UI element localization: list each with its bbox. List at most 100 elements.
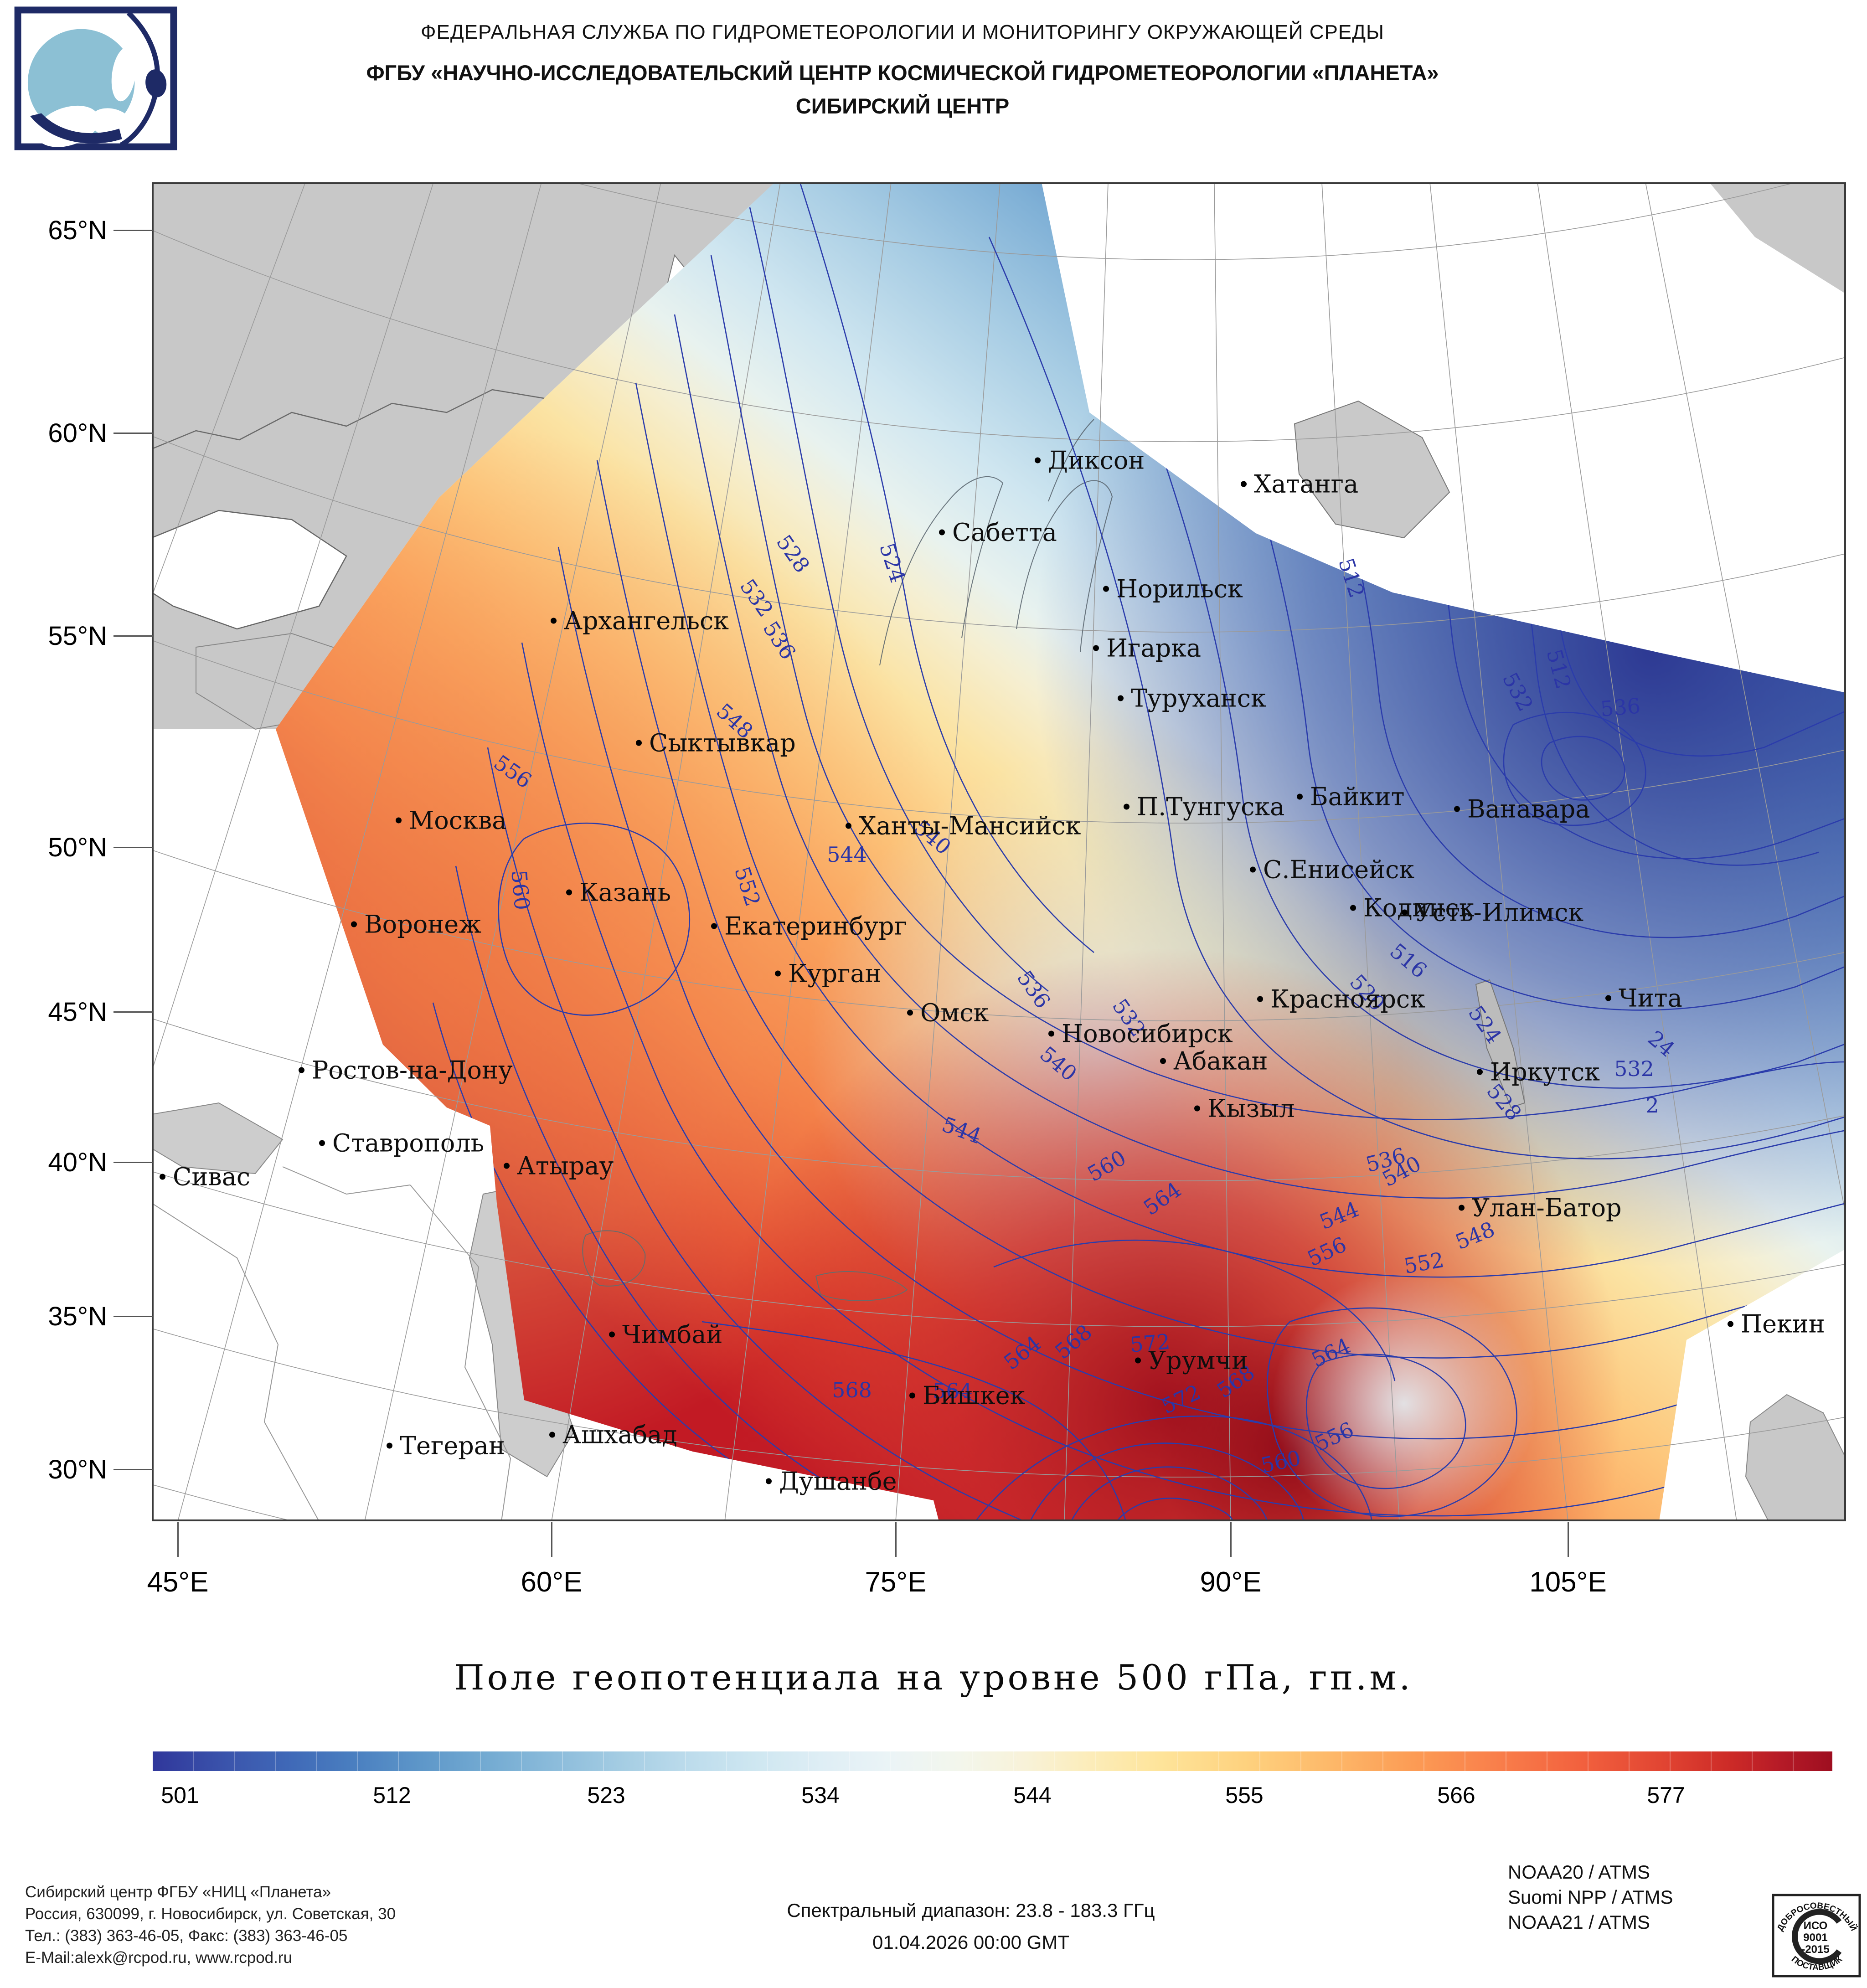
satellite-line: NOAA21 / ATMS [1508, 1911, 1650, 1933]
timestamp: 01.04.2026 00:00 GMT [872, 1931, 1069, 1953]
city-name: Курган [788, 959, 882, 988]
city-name: П.Тунгуска [1137, 792, 1285, 821]
city-name: Норильск [1116, 574, 1243, 603]
city-marker: Иркутск [1477, 1058, 1600, 1087]
longitude-tick-mark [551, 1522, 552, 1557]
country-borders [152, 1166, 511, 1521]
longitude-tick-mark [1230, 1522, 1232, 1557]
city-marker: Кодинск [1350, 894, 1475, 922]
city-name: Диксон [1048, 446, 1145, 475]
city-name: Иркутск [1490, 1057, 1600, 1087]
latitude-tick-mark [113, 432, 153, 434]
longitude-tick: 90°E [1176, 1522, 1285, 1598]
contact-block: Сибирский центр ФГБУ «НИЦ «Планета» Росси… [25, 1881, 396, 1969]
lakes [582, 979, 1526, 1301]
city-name: Архангельск [564, 606, 729, 635]
city-dot-icon [1477, 1069, 1483, 1075]
city-dot-icon [1402, 909, 1408, 916]
satellite-block: NOAA20 / ATMS Suomi NPP / ATMS NOAA21 / AT… [1508, 1859, 1673, 1935]
aral-sea [582, 1230, 646, 1287]
logo-satellite [145, 69, 167, 98]
latitude-tick-mark [113, 1468, 153, 1470]
longitude-label: 60°E [521, 1566, 583, 1598]
bohai-sea [1745, 1394, 1846, 1521]
city-marker: Игарка [1093, 634, 1201, 663]
latitude-tick-mark [113, 846, 153, 848]
city-markers: Диксон Хатанга Сабетта Норильск Игарка Т… [152, 182, 1846, 1521]
city-name: Новосибирск [1062, 1019, 1233, 1048]
city-dot-icon [387, 1442, 392, 1449]
longitude-label: 75°E [865, 1566, 927, 1598]
longitude-tick: 75°E [841, 1522, 950, 1598]
black-sea [152, 1102, 284, 1174]
city-dot-icon [351, 921, 357, 927]
colorbar-value: 534 [801, 1782, 840, 1808]
logo-swoosh [30, 113, 122, 144]
city-marker: Душанбе [766, 1467, 897, 1496]
contour-labels: 512 512 516 520 524 524 528 528 532 532 532 532 536 5… [152, 182, 1846, 1521]
city-dot-icon [1241, 481, 1247, 487]
latitude-tick-mark [113, 635, 153, 637]
city-name: Сабетта [952, 518, 1057, 547]
city-name: Чита [1619, 984, 1682, 1013]
city-name: Пекин [1741, 1309, 1825, 1339]
latitude-tick: 30°N [14, 1453, 153, 1486]
city-dot-icon [1454, 806, 1460, 812]
city-marker: Хатанга [1241, 470, 1358, 499]
city-marker: Абакан [1160, 1047, 1268, 1076]
colorbar-value: 577 [1647, 1782, 1685, 1808]
stamp-iso: ИСО [1804, 1920, 1828, 1932]
city-marker: Ашхабад [549, 1421, 677, 1449]
city-dot-icon [1459, 1205, 1465, 1211]
iso-stamp: ДОБРОСОВЕСТНЫЙ ИСО 9001 -2015 ПОСТАВЩИК [1772, 1894, 1861, 1978]
city-marker: Диксон [1035, 446, 1145, 475]
header-line1: ФЕДЕРАЛЬНАЯ СЛУЖБА ПО ГИДРОМЕТЕОРОЛОГИИ … [421, 21, 1384, 43]
city-name: Казань [579, 878, 671, 907]
city-name: Ханты-Мансийск [859, 811, 1081, 840]
city-marker: Ванавара [1454, 795, 1590, 824]
city-marker: Байкит [1297, 783, 1404, 811]
latitude-tick: 60°N [14, 417, 153, 449]
city-dot-icon [566, 889, 572, 896]
city-name: Урумчи [1148, 1346, 1248, 1375]
city-marker: Новосибирск [1048, 1020, 1233, 1048]
city-dot-icon [551, 618, 557, 624]
city-marker: Пекин [1728, 1310, 1825, 1339]
longitude-tick: 60°E [497, 1522, 606, 1598]
city-marker: Улан-Батор [1459, 1194, 1622, 1222]
city-marker: Тегеран [387, 1432, 505, 1460]
longitude-tick: 105°E [1513, 1522, 1623, 1598]
city-name: Тегеран [400, 1431, 505, 1460]
city-marker: Казань [566, 878, 671, 907]
latitude-tick: 50°N [14, 831, 153, 864]
city-name: Байкит [1310, 782, 1405, 811]
city-marker: Курган [775, 959, 882, 988]
colorbar-value: 544 [1013, 1782, 1052, 1808]
latitude-label: 45°N [48, 997, 107, 1027]
city-marker: П.Тунгуска [1124, 793, 1284, 821]
spectral-block: Спектральный диапазон: 23.8 - 183.3 ГГц … [606, 1900, 1336, 1953]
latitude-label: 40°N [48, 1147, 107, 1177]
longitude-tick-mark [895, 1522, 897, 1557]
city-dot-icon [1160, 1058, 1166, 1064]
city-dot-icon [549, 1432, 555, 1438]
city-marker: Сыктывкар [636, 729, 796, 757]
city-marker: Норильск [1103, 575, 1243, 603]
colorbar-value: 512 [373, 1782, 411, 1808]
city-dot-icon [160, 1174, 165, 1180]
stamp-c-mark [1792, 1909, 1842, 1964]
city-dot-icon [909, 1392, 915, 1399]
planeta-logo [14, 6, 177, 150]
colorbar-value: 523 [587, 1782, 625, 1808]
city-dot-icon [1035, 457, 1041, 464]
city-dot-icon [1350, 905, 1356, 911]
latitude-tick-mark [113, 1161, 153, 1163]
city-dot-icon [1118, 695, 1124, 701]
city-dot-icon [1250, 866, 1256, 873]
city-dot-icon [609, 1331, 615, 1338]
city-marker: Екатеринбург [711, 912, 907, 941]
latitude-label: 30°N [48, 1454, 107, 1484]
header-line2: ФГБУ «НАУЧНО-ИССЛЕДОВАТЕЛЬСКИЙ ЦЕНТР КОС… [366, 61, 1439, 85]
lake-balkhash [815, 1271, 908, 1301]
city-marker: Бишкек [909, 1381, 1025, 1410]
